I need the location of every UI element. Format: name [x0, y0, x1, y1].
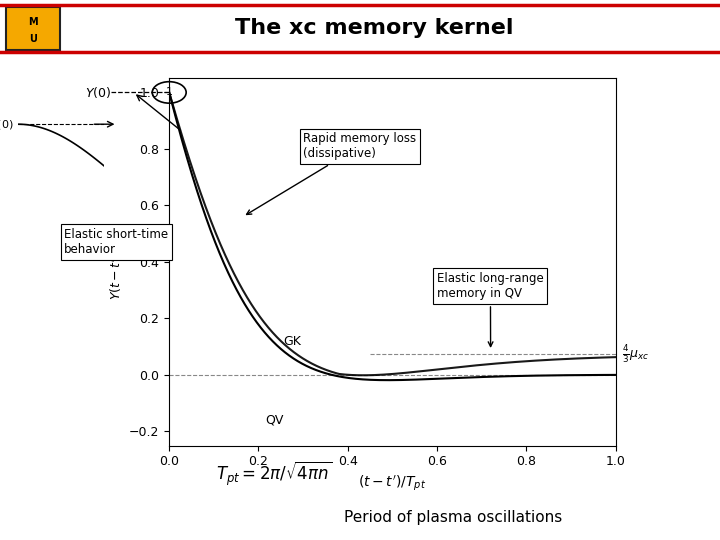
- Text: Elastic long-range
memory in QV: Elastic long-range memory in QV: [437, 272, 544, 347]
- Text: M: M: [28, 17, 38, 26]
- FancyBboxPatch shape: [6, 7, 60, 50]
- Text: Rapid memory loss
(dissipative): Rapid memory loss (dissipative): [246, 132, 416, 214]
- Text: Period of plasma oscillations: Period of plasma oscillations: [344, 510, 563, 524]
- Text: The xc memory kernel: The xc memory kernel: [235, 18, 513, 38]
- Y-axis label: $Y(t-t')/Y(0)$: $Y(t-t')/Y(0)$: [108, 224, 124, 300]
- Text: GK: GK: [283, 335, 301, 348]
- Text: $Y(0)$: $Y(0)$: [0, 118, 14, 131]
- Text: 1: 1: [166, 87, 173, 97]
- Text: QV: QV: [265, 413, 284, 426]
- Text: $\frac{4}{3}\mu_{xc}$: $\frac{4}{3}\mu_{xc}$: [622, 343, 649, 364]
- Text: Elastic short-time
behavior: Elastic short-time behavior: [64, 228, 168, 256]
- Text: $Y(0)$: $Y(0)$: [85, 85, 111, 100]
- X-axis label: $(t - t')/T_{pt}$: $(t - t')/T_{pt}$: [359, 474, 426, 493]
- Text: U: U: [30, 33, 37, 44]
- Text: $T_{pt} = 2\pi / \sqrt{4\pi n}$: $T_{pt} = 2\pi / \sqrt{4\pi n}$: [215, 460, 332, 488]
